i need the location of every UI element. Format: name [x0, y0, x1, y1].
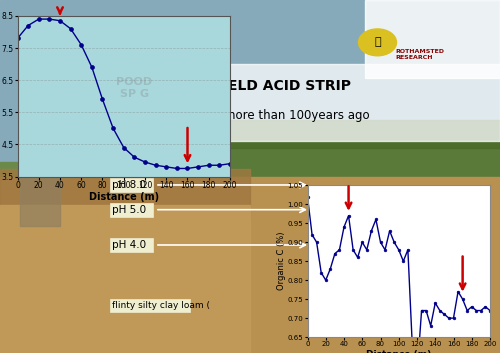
Bar — [110, 238, 152, 252]
Bar — [175, 120, 500, 148]
Bar — [110, 299, 190, 312]
X-axis label: Distance (m): Distance (m) — [88, 192, 159, 202]
Text: flinty silty clay loam (: flinty silty clay loam ( — [112, 301, 210, 310]
Bar — [175, 141, 500, 194]
Text: POOD
SP G: POOD SP G — [116, 77, 152, 99]
Bar — [110, 178, 152, 192]
Bar — [365, 0, 500, 78]
Circle shape — [358, 29, 397, 56]
Text: 🌿: 🌿 — [374, 37, 381, 47]
Bar — [0, 205, 250, 353]
Bar — [0, 0, 500, 176]
Text: pH 5.0: pH 5.0 — [112, 205, 146, 215]
Bar — [20, 148, 60, 226]
Bar — [0, 169, 250, 219]
Bar — [110, 203, 152, 217]
Bar — [0, 162, 500, 205]
Text: hore than 100years ago: hore than 100years ago — [228, 109, 369, 122]
X-axis label: Distance (m): Distance (m) — [366, 350, 432, 353]
Bar — [220, 64, 500, 141]
Text: ELD ACID STRIP: ELD ACID STRIP — [228, 79, 350, 94]
Text: pH 8.0: pH 8.0 — [112, 180, 146, 190]
Y-axis label: Organic C (%): Organic C (%) — [277, 232, 286, 291]
Text: pH 4.0: pH 4.0 — [112, 240, 146, 250]
Text: ROTHAMSTED
RESEARCH: ROTHAMSTED RESEARCH — [395, 49, 444, 60]
Bar — [0, 176, 500, 353]
